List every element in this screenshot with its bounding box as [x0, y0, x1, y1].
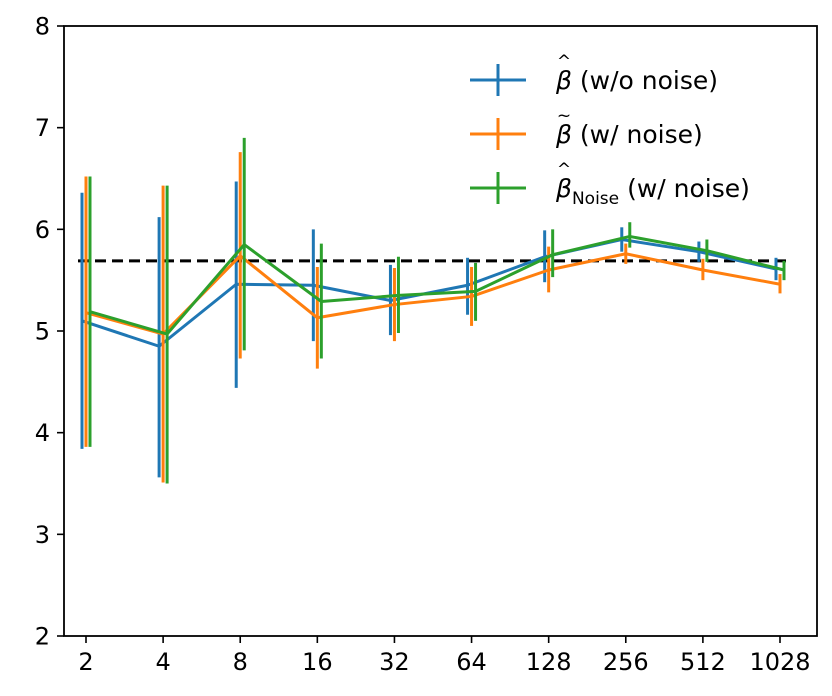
plot-area — [78, 137, 788, 484]
legend-entry: βNoise (w/ noise)^ — [470, 160, 750, 209]
legend-entry: β (w/o noise)^ — [470, 52, 718, 96]
legend: β (w/o noise)^β (w/ noise)~βNoise (w/ no… — [470, 52, 750, 209]
series-line — [89, 234, 785, 336]
x-tick-label: 8 — [233, 648, 248, 676]
y-tick-label: 6 — [35, 216, 50, 244]
x-tick-label: 512 — [680, 648, 726, 676]
y-tick-label: 4 — [35, 419, 50, 447]
legend-entry: β (w/ noise)~ — [470, 106, 703, 150]
x-tick-label: 32 — [379, 648, 410, 676]
legend-label: β (w/o noise) — [555, 66, 718, 95]
series-3 — [88, 137, 786, 484]
legend-label: βNoise (w/ noise) — [555, 174, 750, 209]
legend-accent: ^ — [557, 160, 571, 180]
x-tick-label: 64 — [456, 648, 487, 676]
y-tick-label: 7 — [35, 114, 50, 142]
y-tick-label: 8 — [35, 13, 50, 41]
y-tick-label: 5 — [35, 318, 50, 346]
legend-accent: ^ — [557, 52, 571, 72]
x-tick-label: 256 — [603, 648, 649, 676]
axes: 2 3 4 5 6 7 8 2 4 8 16 32 64 128 256 512 1028 — [35, 13, 818, 676]
legend-label: β (w/ noise) — [555, 120, 703, 149]
x-tick-label: 128 — [526, 648, 572, 676]
y-tick-label: 3 — [35, 521, 50, 549]
x-tick-label: 16 — [302, 648, 333, 676]
x-tick-label: 4 — [155, 648, 170, 676]
legend-accent: ~ — [557, 106, 571, 126]
y-tick-label: 2 — [35, 623, 50, 651]
x-tick-label: 2 — [78, 648, 93, 676]
x-tick-label: 1028 — [749, 648, 810, 676]
